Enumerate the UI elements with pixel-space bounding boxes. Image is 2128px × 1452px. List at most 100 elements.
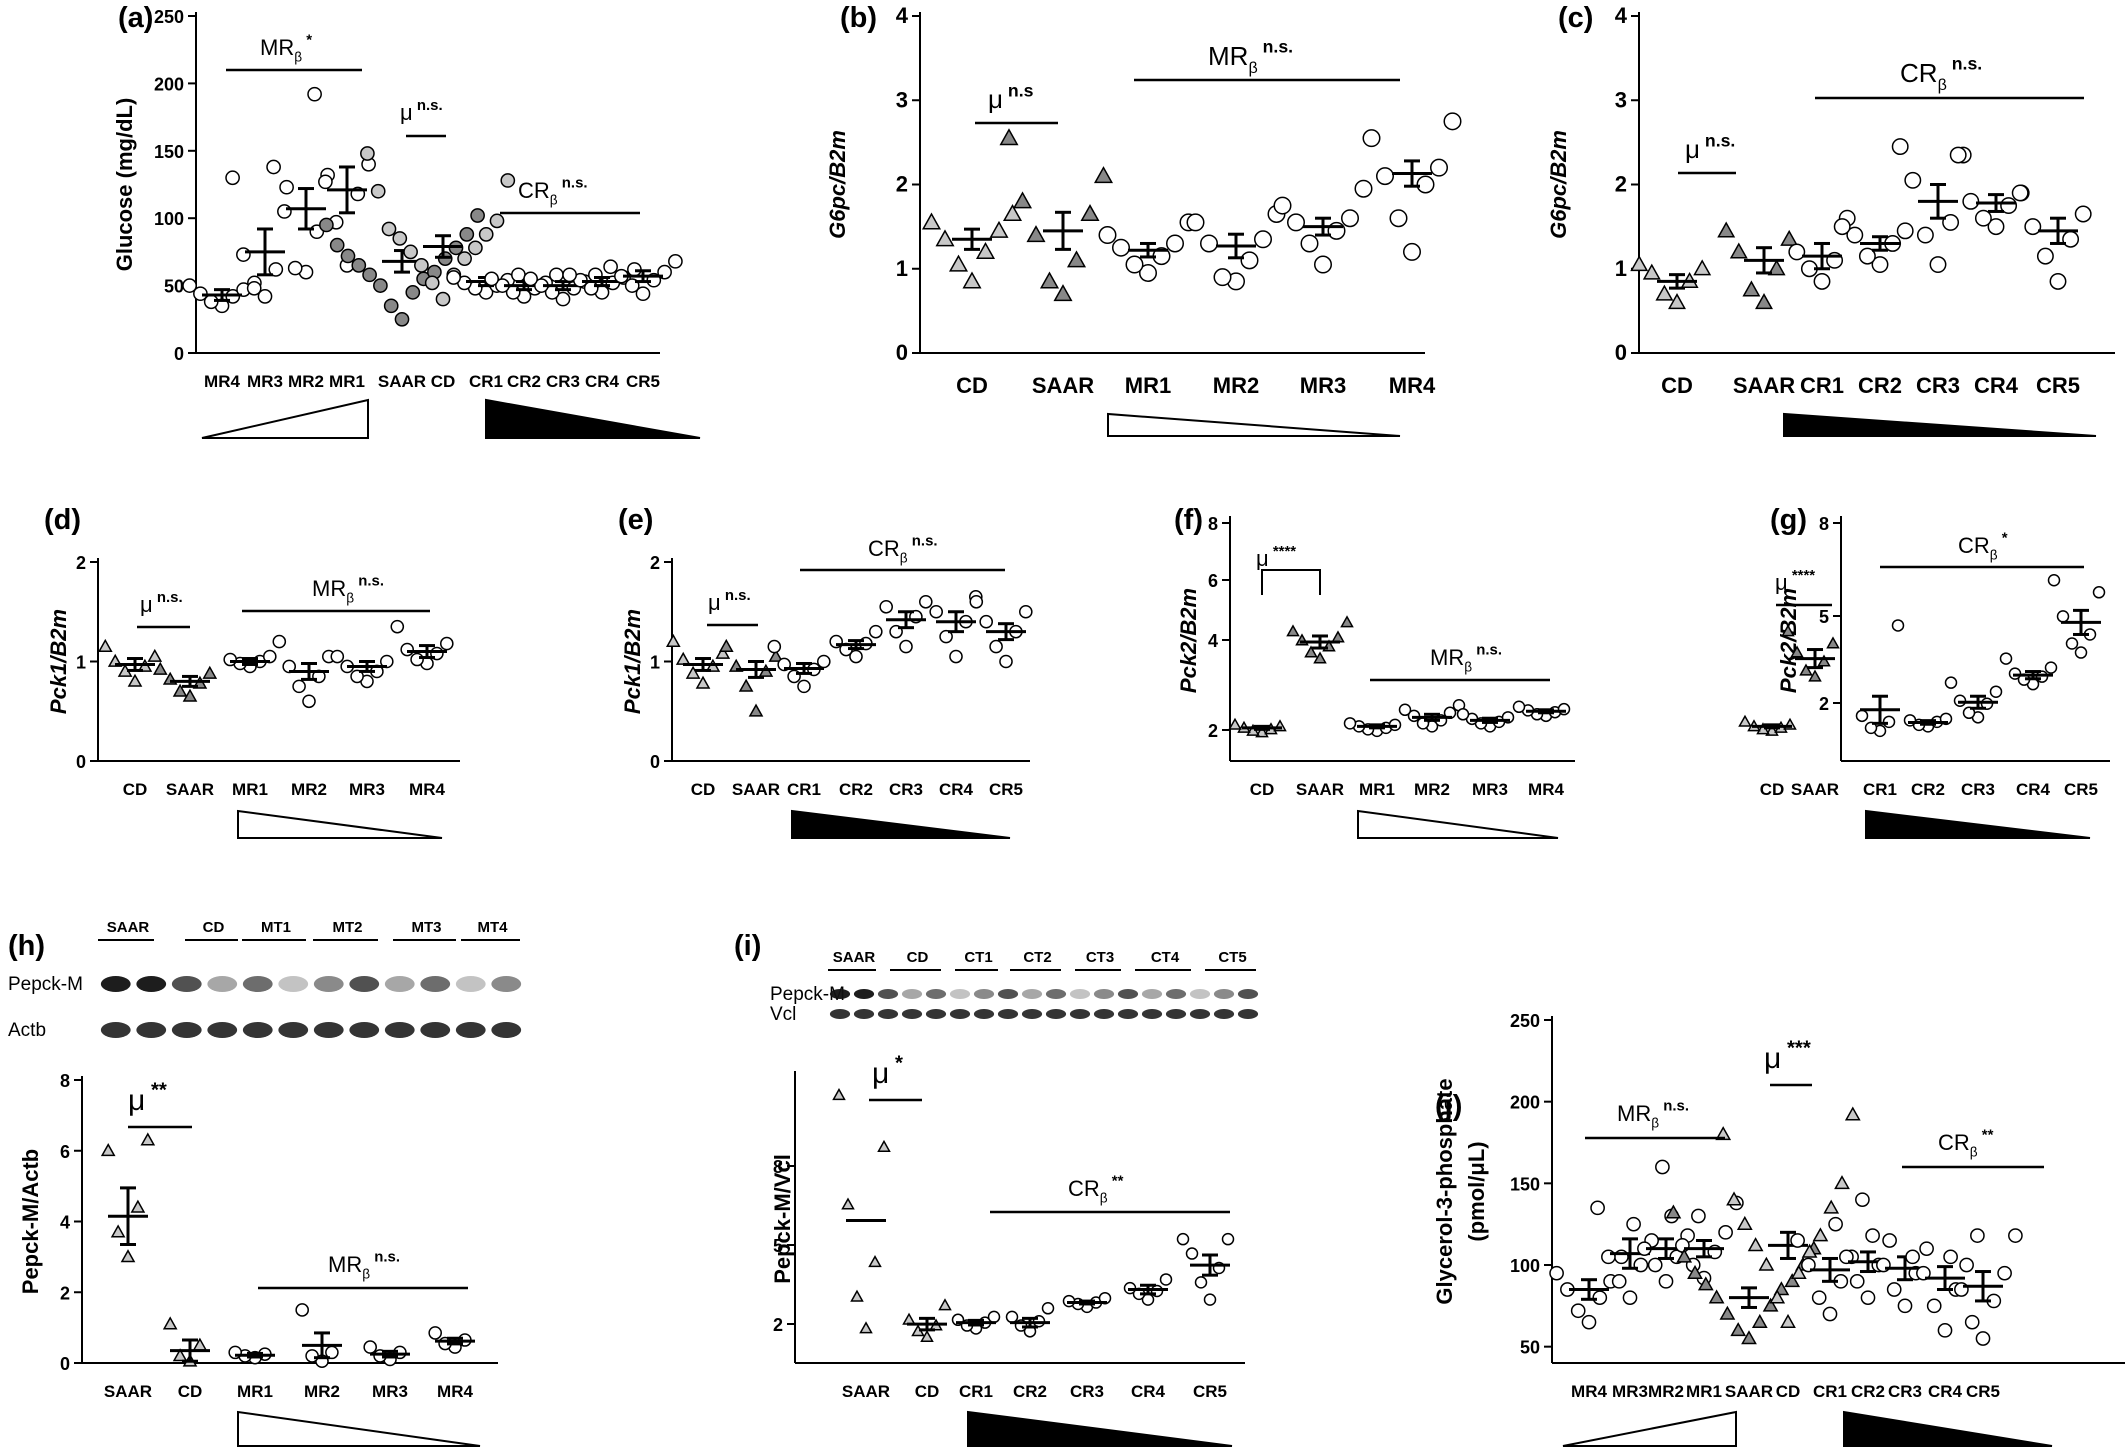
data-point — [225, 170, 240, 186]
data-point — [1790, 645, 1804, 658]
data-point — [1736, 1215, 1753, 1230]
data-point — [969, 595, 984, 609]
data-point — [1897, 1298, 1913, 1314]
data-point — [1611, 1273, 1627, 1289]
panel-j: (j) 50 100 150 200 250 Glycerol-3-phosphate (pm… — [1432, 1011, 2125, 1447]
data-point — [1726, 1191, 1742, 1206]
sig-sub: β — [550, 193, 558, 208]
data-point — [1903, 714, 1917, 727]
sig-base: μ — [872, 1057, 889, 1090]
data-point — [1570, 1303, 1586, 1319]
data-point — [767, 639, 782, 654]
data-point — [147, 648, 163, 662]
panel-label: (j) — [1435, 1090, 1462, 1122]
data-point — [97, 638, 113, 652]
data-point — [1286, 624, 1300, 637]
data-point — [1801, 1243, 1818, 1258]
blot-band — [420, 976, 451, 992]
blot-band — [171, 1022, 202, 1038]
data-point — [1626, 1216, 1641, 1232]
blot-bands — [100, 976, 522, 992]
y-tick-label: 250 — [154, 7, 184, 27]
blot-band — [1165, 1009, 1187, 1019]
x-tick-label: CR5 — [626, 372, 660, 391]
data-point — [305, 1349, 319, 1363]
panel-b: (b) 0 1 2 3 4 G6pc/B2m CD SAAR MR1 MR2 MR3 MR4 μ n.s M… — [825, 2, 1462, 437]
data-point — [1213, 268, 1232, 287]
data-point — [1327, 221, 1346, 240]
x-tick-label: CR5 — [1193, 1382, 1227, 1401]
data-point — [500, 173, 516, 188]
data-point — [1203, 1293, 1217, 1306]
x-tick-label: CD — [915, 1382, 940, 1401]
y-tick-label: 0 — [76, 752, 86, 772]
data-point — [1860, 1290, 1876, 1306]
data-point — [1780, 229, 1799, 246]
data-point — [949, 649, 963, 664]
data-point — [1943, 1249, 1958, 1265]
data-point — [424, 275, 440, 291]
data-point — [2024, 218, 2042, 236]
sig-sup: **** — [1788, 567, 1816, 584]
sig-sup: n.s — [1003, 80, 1034, 100]
sig-sup: n.s. — [558, 174, 588, 191]
data-point — [440, 636, 454, 651]
data-point — [1882, 715, 1896, 729]
y-tick-label: 2 — [1208, 721, 1218, 741]
data-point — [1896, 222, 1914, 240]
data-point — [1041, 1302, 1055, 1315]
blot-lane-label: CD — [203, 919, 225, 936]
data-point — [1176, 1232, 1190, 1246]
data-point — [1341, 209, 1359, 228]
data-point — [668, 253, 683, 269]
data-point — [478, 227, 494, 242]
data-point — [1343, 717, 1357, 730]
data-point — [307, 86, 322, 102]
data-point — [363, 1340, 378, 1354]
y-tick-label: 1 — [896, 256, 908, 281]
blot-band — [877, 1009, 899, 1019]
x-tick-label: SAAR — [1032, 373, 1094, 398]
data-point — [428, 1326, 443, 1340]
data-point — [1975, 1331, 1991, 1346]
data-point — [1304, 645, 1318, 658]
panel-h: (h) 0 2 4 6 8 Pepck-M/Actb SAAR CD MR1 MR2 MR3 MR4 μ … — [8, 919, 522, 1447]
data-point — [1655, 284, 1674, 301]
significance-label: μ **** — [1775, 567, 1815, 595]
dose-ramp — [201, 398, 369, 439]
data-point — [140, 1132, 156, 1146]
x-tick-label: SAAR — [1296, 780, 1344, 799]
x-tick-label: CR3 — [889, 780, 923, 799]
blot-row-label: Pepck-M — [8, 974, 83, 995]
x-tick-label: CD — [431, 372, 456, 391]
data-point — [1864, 721, 1878, 735]
data-point — [329, 237, 345, 253]
data-point — [182, 688, 198, 702]
significance-label: μ ** — [128, 1080, 167, 1118]
data-point — [1403, 242, 1421, 261]
y-tick-label: 6 — [1208, 571, 1218, 591]
data-point — [1300, 234, 1319, 253]
blot-band — [1021, 989, 1043, 999]
data-point — [1416, 175, 1435, 194]
data-point — [1844, 1106, 1861, 1121]
data-point — [1758, 1256, 1775, 1271]
data-point — [1655, 1159, 1670, 1175]
panel-a: (a) 0 50 100 150 200 250 Glucose (mg/dL) MR4 MR3 M… — [112, 2, 701, 439]
data-point — [2074, 205, 2092, 223]
data-point — [1185, 1247, 1199, 1260]
y-tick-label: 4 — [1208, 631, 1218, 651]
data-point — [292, 679, 306, 694]
data-point — [459, 227, 475, 242]
data-point — [2036, 247, 2054, 265]
sig-base: CR — [1068, 1176, 1100, 1201]
data-point — [1855, 1192, 1870, 1208]
sig-base: μ — [128, 1084, 145, 1117]
panel-label: (a) — [118, 2, 153, 34]
y-tick-label: 100 — [154, 209, 184, 229]
data-point — [511, 267, 526, 283]
significance-label: MRβ n.s. — [312, 572, 384, 605]
y-tick-label: 5 — [773, 1236, 783, 1256]
data-point — [1817, 654, 1831, 667]
